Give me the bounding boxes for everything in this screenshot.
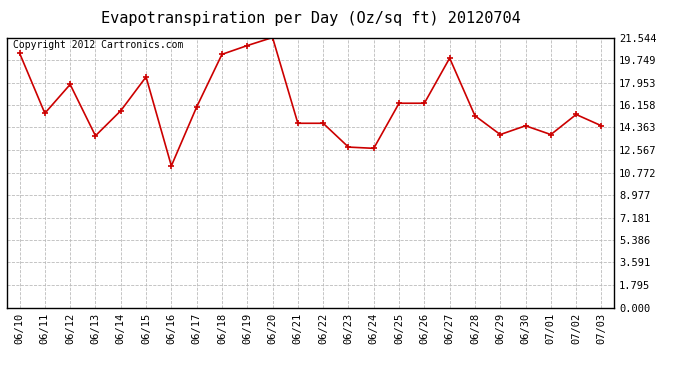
Text: Copyright 2012 Cartronics.com: Copyright 2012 Cartronics.com (13, 40, 184, 50)
Text: Evapotranspiration per Day (Oz/sq ft) 20120704: Evapotranspiration per Day (Oz/sq ft) 20… (101, 11, 520, 26)
